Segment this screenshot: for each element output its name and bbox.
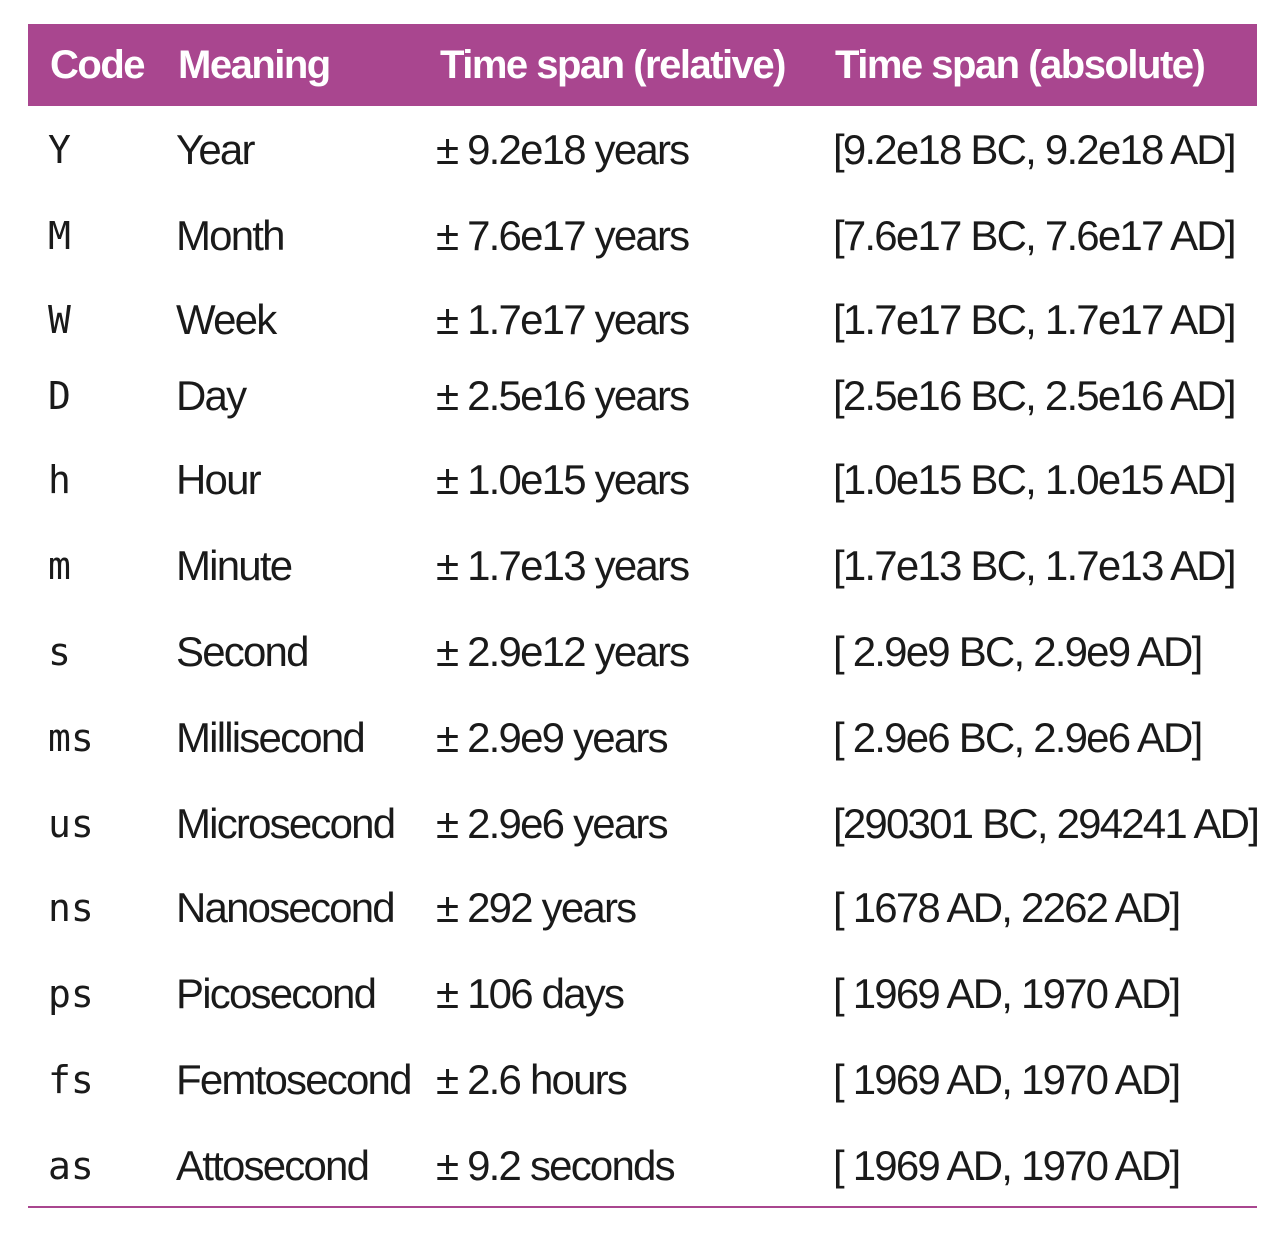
cell-relative: ± 1.7e17 years	[436, 296, 690, 343]
cell-meaning: Picosecond	[176, 970, 377, 1017]
cell-relative: ± 292 years	[436, 884, 637, 931]
cell-meaning: Nanosecond	[176, 884, 396, 931]
cell-relative: ± 1.7e13 years	[436, 542, 690, 589]
cell-absolute: [ 1969 AD, 1970 AD]	[833, 970, 1181, 1017]
cell-relative: ± 2.9e12 years	[436, 628, 690, 675]
cell-absolute: [ 1969 AD, 1970 AD]	[833, 1142, 1181, 1189]
cell-code: s	[48, 630, 71, 674]
cell-absolute: [7.6e17 BC, 7.6e17 AD]	[833, 212, 1237, 259]
table-header: Code Meaning Time span (relative) Time s…	[28, 24, 1257, 106]
cell-code: W	[48, 298, 71, 342]
table-row: D Day ± 2.5e16 years [2.5e16 BC, 2.5e16 …	[28, 366, 1257, 426]
table-row: W Week ± 1.7e17 years [1.7e17 BC, 1.7e17…	[28, 290, 1257, 350]
cell-relative: ± 2.9e6 years	[436, 800, 669, 847]
table-row: h Hour ± 1.0e15 years [1.0e15 BC, 1.0e15…	[28, 450, 1257, 510]
cell-code: M	[48, 214, 71, 258]
cell-code: as	[48, 1144, 94, 1188]
header-relative: Time span (relative)	[440, 43, 786, 87]
cell-relative: ± 2.5e16 years	[436, 372, 690, 419]
table-body: Y Year ± 9.2e18 years [9.2e18 BC, 9.2e18…	[28, 106, 1260, 1208]
cell-absolute: [9.2e18 BC, 9.2e18 AD]	[833, 126, 1237, 173]
table-row: ps Picosecond ± 106 days [ 1969 AD, 1970…	[28, 964, 1257, 1024]
cell-meaning: Day	[176, 372, 247, 419]
table-row: as Attosecond ± 9.2 seconds [ 1969 AD, 1…	[28, 1136, 1257, 1196]
cell-absolute: [ 1678 AD, 2262 AD]	[833, 884, 1181, 931]
cell-relative: ± 2.9e9 years	[436, 714, 669, 761]
cell-relative: ± 7.6e17 years	[436, 212, 690, 259]
cell-meaning: Femtosecond	[176, 1056, 412, 1103]
cell-code: m	[48, 544, 71, 588]
cell-relative: ± 2.6 hours	[436, 1056, 628, 1103]
cell-absolute: [290301 BC, 294241 AD]	[833, 800, 1260, 847]
cell-meaning: Second	[176, 628, 309, 675]
cell-relative: ± 106 days	[436, 970, 625, 1017]
cell-absolute: [2.5e16 BC, 2.5e16 AD]	[833, 372, 1237, 419]
cell-meaning: Minute	[176, 542, 293, 589]
cell-meaning: Hour	[176, 456, 262, 503]
cell-code: ps	[48, 972, 94, 1016]
cell-meaning: Microsecond	[176, 800, 396, 847]
cell-code: h	[48, 458, 71, 502]
table-bottom-rule	[28, 1206, 1257, 1208]
cell-relative: ± 9.2e18 years	[436, 126, 690, 173]
cell-meaning: Month	[176, 212, 286, 259]
cell-absolute: [ 2.9e6 BC, 2.9e6 AD]	[833, 714, 1203, 761]
cell-code: ms	[48, 716, 94, 760]
table-row: Y Year ± 9.2e18 years [9.2e18 BC, 9.2e18…	[28, 120, 1257, 180]
table-row: us Microsecond ± 2.9e6 years [290301 BC,…	[28, 794, 1260, 854]
table-row: s Second ± 2.9e12 years [ 2.9e9 BC, 2.9e…	[28, 622, 1257, 682]
header-meaning: Meaning	[178, 43, 331, 87]
cell-code: ns	[48, 886, 94, 930]
cell-code: us	[48, 802, 94, 846]
table-row: ns Nanosecond ± 292 years [ 1678 AD, 226…	[28, 878, 1257, 938]
cell-absolute: [1.0e15 BC, 1.0e15 AD]	[833, 456, 1237, 503]
cell-absolute: [1.7e17 BC, 1.7e17 AD]	[833, 296, 1237, 343]
time-span-table: Code Meaning Time span (relative) Time s…	[28, 24, 1260, 1208]
cell-code: D	[48, 374, 71, 418]
header-absolute: Time span (absolute)	[835, 43, 1206, 87]
cell-relative: ± 1.0e15 years	[436, 456, 690, 503]
table-row: M Month ± 7.6e17 years [7.6e17 BC, 7.6e1…	[28, 206, 1257, 266]
table-row: ms Millisecond ± 2.9e9 years [ 2.9e6 BC,…	[28, 708, 1257, 768]
cell-code: fs	[48, 1058, 94, 1102]
table-row: m Minute ± 1.7e13 years [1.7e13 BC, 1.7e…	[28, 536, 1257, 596]
cell-meaning: Millisecond	[176, 714, 366, 761]
cell-absolute: [ 2.9e9 BC, 2.9e9 AD]	[833, 628, 1203, 675]
cell-absolute: [ 1969 AD, 1970 AD]	[833, 1056, 1181, 1103]
cell-meaning: Week	[176, 296, 277, 343]
cell-meaning: Year	[176, 126, 255, 173]
cell-meaning: Attosecond	[176, 1142, 370, 1189]
cell-absolute: [1.7e13 BC, 1.7e13 AD]	[833, 542, 1237, 589]
header-code: Code	[50, 43, 146, 87]
cell-relative: ± 9.2 seconds	[436, 1142, 676, 1189]
cell-code: Y	[48, 128, 71, 172]
table-row: fs Femtosecond ± 2.6 hours [ 1969 AD, 19…	[28, 1050, 1257, 1110]
